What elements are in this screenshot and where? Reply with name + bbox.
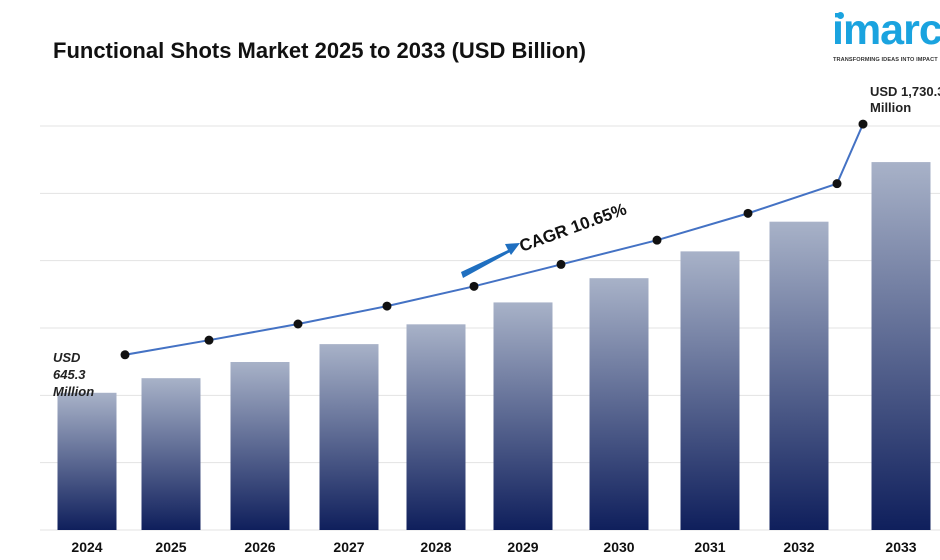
bar-2026: [230, 361, 290, 530]
trend-point-2030: [652, 235, 662, 245]
start-value-line1: USD: [53, 350, 81, 365]
x-tick-label-2024: 2024: [71, 539, 102, 555]
cagr-arrow: [461, 243, 520, 278]
end-value-line1: USD 1,730.3: [870, 84, 940, 99]
trend-point-2024: [120, 350, 130, 360]
end-value-line2: Million: [870, 100, 912, 115]
x-tick-label-2030: 2030: [603, 539, 634, 555]
x-tick-label-2025: 2025: [155, 539, 186, 555]
bar-2029: [493, 302, 553, 530]
end-value-annotation: USD 1,730.3 Million: [870, 84, 940, 116]
cagr-annotation: CAGR 10.65%: [461, 199, 629, 278]
bar-2031: [680, 251, 740, 530]
bar-2027: [319, 344, 379, 530]
bar-2028: [406, 324, 466, 530]
trend-point-2028: [469, 281, 479, 291]
trend-point-2027: [382, 301, 392, 311]
x-tick-label-2033: 2033: [885, 539, 916, 555]
start-value-annotation: USD 645.3 Million: [53, 349, 94, 400]
trend-point-2029: [556, 259, 566, 269]
start-value-line3: Million: [53, 384, 95, 399]
x-tick-label-2026: 2026: [244, 539, 275, 555]
trend-point-2026: [293, 319, 303, 329]
logo-dot: [837, 12, 844, 19]
chart-title: Functional Shots Market 2025 to 2033 (US…: [53, 38, 586, 63]
x-tick-label-2029: 2029: [507, 539, 538, 555]
start-value-line2: 645.3: [53, 367, 86, 382]
trend-line-group: [120, 119, 868, 360]
trend-point-2031: [743, 208, 753, 218]
trend-point-2025: [204, 335, 214, 345]
cagr-label: CAGR 10.65%: [517, 199, 629, 255]
imarc-logo: imarc TRANSFORMING IDEAS INTO IMPACT: [832, 12, 940, 68]
trend-point-2032: [832, 179, 842, 189]
x-tick-label-2031: 2031: [694, 539, 725, 555]
bar-2032: [769, 221, 829, 530]
x-axis-labels: 2024 2025 2026 2027 2028 2029 2030 2031 2032 2033: [71, 539, 916, 555]
x-tick-label-2032: 2032: [783, 539, 814, 555]
bar-2030: [589, 278, 649, 530]
x-tick-label-2027: 2027: [333, 539, 364, 555]
bar-2024: [57, 392, 117, 530]
logo-wordmark: imarc: [832, 12, 940, 54]
trend-line: [124, 123, 864, 356]
bars-group: [57, 162, 931, 531]
bar-2025: [141, 378, 201, 530]
bar-2033: [871, 162, 931, 531]
trend-point-2033: [858, 119, 868, 129]
logo-tagline: TRANSFORMING IDEAS INTO IMPACT: [833, 57, 938, 63]
x-tick-label-2028: 2028: [420, 539, 451, 555]
